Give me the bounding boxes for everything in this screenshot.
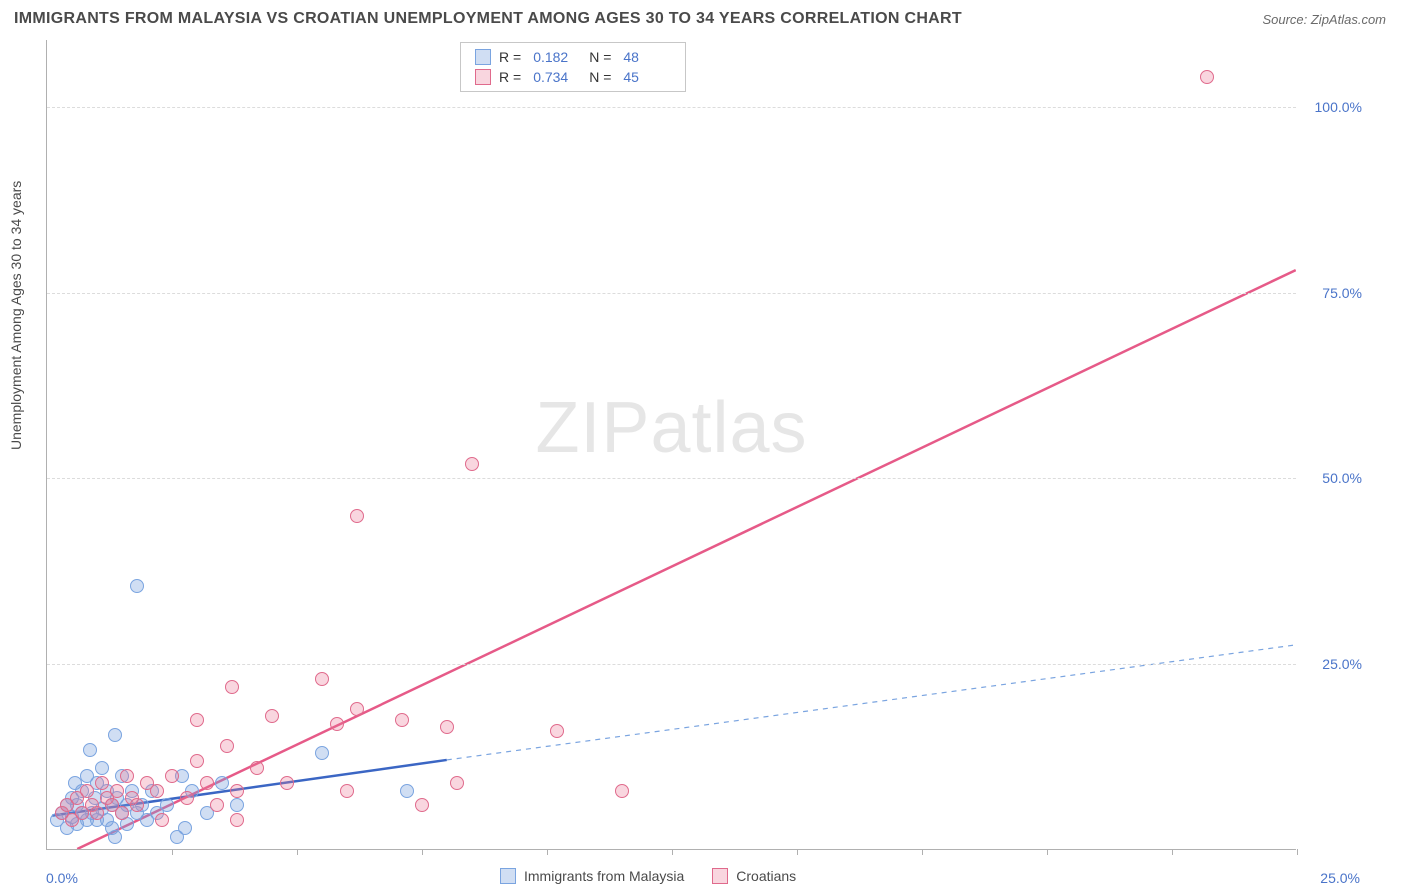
data-point-pink [395, 713, 409, 727]
data-point-pink [220, 739, 234, 753]
data-point-blue [95, 761, 109, 775]
y-tick-label: 25.0% [1322, 656, 1362, 672]
data-point-pink [210, 798, 224, 812]
trend-lines-layer [47, 40, 1296, 849]
n-label-pink: N = [589, 69, 611, 85]
data-point-pink [350, 509, 364, 523]
data-point-pink [340, 784, 354, 798]
swatch-pink-bottom [712, 868, 728, 884]
data-point-blue [215, 776, 229, 790]
data-point-pink [155, 813, 169, 827]
data-point-pink [440, 720, 454, 734]
data-point-pink [230, 784, 244, 798]
r-label-blue: R = [499, 49, 521, 65]
swatch-blue-bottom [500, 868, 516, 884]
gridline [47, 478, 1296, 479]
x-tick [422, 849, 423, 855]
gridline [47, 664, 1296, 665]
y-tick-label: 100.0% [1315, 99, 1362, 115]
data-point-pink [200, 776, 214, 790]
data-point-blue [83, 743, 97, 757]
data-point-pink [115, 806, 129, 820]
data-point-pink [230, 813, 244, 827]
data-point-pink [180, 791, 194, 805]
gridline [47, 107, 1296, 108]
x-tick [1297, 849, 1298, 855]
x-axis-label-max: 25.0% [1320, 870, 1360, 886]
x-tick [672, 849, 673, 855]
data-point-pink [265, 709, 279, 723]
data-point-blue [108, 728, 122, 742]
trendline-extrapolation-blue [447, 645, 1296, 760]
data-point-blue [315, 746, 329, 760]
n-label-blue: N = [589, 49, 611, 65]
x-axis-label-min: 0.0% [46, 870, 78, 886]
data-point-blue [178, 821, 192, 835]
data-point-pink [615, 784, 629, 798]
data-point-pink [225, 680, 239, 694]
data-point-pink [190, 754, 204, 768]
y-axis-label: Unemployment Among Ages 30 to 34 years [8, 181, 24, 450]
watermark-atlas: atlas [650, 388, 807, 468]
data-point-pink [330, 717, 344, 731]
data-point-pink [165, 769, 179, 783]
data-point-pink [465, 457, 479, 471]
watermark: ZIPatlas [535, 387, 807, 469]
x-tick [172, 849, 173, 855]
y-tick-label: 75.0% [1322, 285, 1362, 301]
plot-area: ZIPatlas 25.0%50.0%75.0%100.0% [46, 40, 1296, 850]
data-point-pink [190, 713, 204, 727]
data-point-blue [130, 579, 144, 593]
data-point-pink [95, 776, 109, 790]
x-tick [922, 849, 923, 855]
x-tick [1172, 849, 1173, 855]
legend-item-pink: Croatians [712, 868, 796, 884]
n-value-pink: 45 [623, 69, 671, 85]
data-point-pink [415, 798, 429, 812]
legend-label-blue: Immigrants from Malaysia [524, 868, 684, 884]
data-point-blue [230, 798, 244, 812]
correlation-legend: R = 0.182 N = 48 R = 0.734 N = 45 [460, 42, 686, 92]
data-point-pink [1200, 70, 1214, 84]
legend-label-pink: Croatians [736, 868, 796, 884]
data-point-pink [90, 806, 104, 820]
r-value-blue: 0.182 [533, 49, 581, 65]
data-point-pink [315, 672, 329, 686]
data-point-pink [80, 784, 94, 798]
x-tick [547, 849, 548, 855]
data-point-pink [120, 769, 134, 783]
legend-item-blue: Immigrants from Malaysia [500, 868, 684, 884]
data-point-pink [350, 702, 364, 716]
legend-row-pink: R = 0.734 N = 45 [461, 67, 685, 87]
data-point-blue [108, 830, 122, 844]
series-legend: Immigrants from Malaysia Croatians [500, 868, 796, 884]
swatch-pink [475, 69, 491, 85]
data-point-pink [550, 724, 564, 738]
legend-row-blue: R = 0.182 N = 48 [461, 47, 685, 67]
x-tick [1047, 849, 1048, 855]
data-point-blue [160, 798, 174, 812]
data-point-pink [110, 784, 124, 798]
swatch-blue [475, 49, 491, 65]
data-point-pink [280, 776, 294, 790]
data-point-pink [150, 784, 164, 798]
chart-title: IMMIGRANTS FROM MALAYSIA VS CROATIAN UNE… [14, 10, 962, 28]
n-value-blue: 48 [623, 49, 671, 65]
data-point-pink [250, 761, 264, 775]
watermark-zip: ZIP [535, 388, 650, 468]
x-tick [297, 849, 298, 855]
y-tick-label: 50.0% [1322, 470, 1362, 486]
r-value-pink: 0.734 [533, 69, 581, 85]
x-tick [797, 849, 798, 855]
gridline [47, 293, 1296, 294]
data-point-blue [400, 784, 414, 798]
source-label: Source: ZipAtlas.com [1262, 12, 1386, 27]
data-point-pink [450, 776, 464, 790]
r-label-pink: R = [499, 69, 521, 85]
data-point-pink [130, 798, 144, 812]
